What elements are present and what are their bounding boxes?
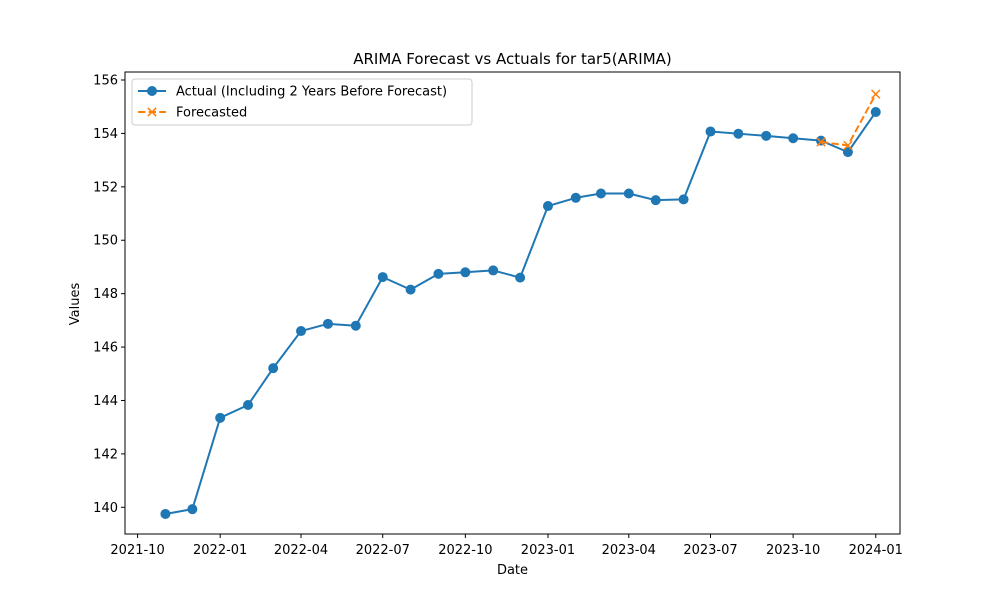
legend-entry-1: Actual (Including 2 Years Before Forecas… xyxy=(138,85,447,100)
plot-frame xyxy=(124,71,901,535)
x-tick-label: 2023-10 xyxy=(766,543,820,558)
y-tick-label: 152 xyxy=(93,180,118,195)
y-tick-label: 142 xyxy=(93,447,118,462)
series-1-point-12 xyxy=(460,267,471,278)
series-2 xyxy=(816,89,881,151)
x-tick-label: 2022-01 xyxy=(193,543,247,558)
y-tick-label: 150 xyxy=(93,234,118,249)
series-1-point-1 xyxy=(160,508,171,519)
axes-layer: 140 142 144 146 148 150 152 154 156 2021-10 2022-0… xyxy=(93,71,903,558)
series-1-point-26 xyxy=(842,147,853,158)
legend-swatch-marker-1 xyxy=(147,86,157,96)
legend-swatch-marker-2-stroke-b xyxy=(147,107,157,117)
series-1-point-2 xyxy=(187,504,198,515)
y-tick-label: 154 xyxy=(93,127,118,142)
series-1-point-27 xyxy=(870,107,881,118)
series-1-point-21 xyxy=(705,126,716,137)
series-1-point-5 xyxy=(268,363,279,374)
series-2-point-3-stroke-b xyxy=(871,89,881,99)
x-tick-label: 2023-04 xyxy=(602,543,656,558)
series-2-point-1-stroke-b xyxy=(816,137,826,147)
x-tick-label: 2022-10 xyxy=(438,543,492,558)
y-tick-label: 156 xyxy=(93,74,118,89)
series-1-point-18 xyxy=(623,188,634,199)
legend-entry-2: Forecasted xyxy=(138,106,247,121)
x-tick-label: 2024-01 xyxy=(849,543,903,558)
series-2-point-3 xyxy=(871,89,881,99)
series-1-point-23 xyxy=(761,130,772,141)
series-1-point-20 xyxy=(678,194,689,205)
series-2-point-2 xyxy=(843,140,853,151)
y-tick-label: 146 xyxy=(93,341,118,356)
x-tick-label: 2022-07 xyxy=(356,543,410,558)
series-1-point-8 xyxy=(350,320,361,331)
x-tick-label: 2022-04 xyxy=(274,543,328,558)
series-1-point-25 xyxy=(815,135,826,146)
series-1-point-22 xyxy=(733,128,744,139)
series-1-point-6 xyxy=(296,326,307,337)
series-1-point-10 xyxy=(405,284,416,295)
x-tick-label: 2023-01 xyxy=(521,543,575,558)
y-axis-label: Values xyxy=(68,283,83,326)
y-tick-label: 140 xyxy=(93,501,118,516)
series-1-point-16 xyxy=(570,192,581,203)
series-1-point-11 xyxy=(433,268,444,279)
series-1-point-19 xyxy=(650,195,661,206)
series-1-point-3 xyxy=(215,412,226,423)
series-1 xyxy=(160,107,881,519)
legend-swatch-marker-2 xyxy=(147,107,157,117)
series-1-point-9 xyxy=(377,272,388,283)
chart-title: ARIMA Forecast vs Actuals for tar5(ARIMA… xyxy=(353,50,672,68)
series-layer xyxy=(160,89,881,519)
series-2-point-2-stroke-b xyxy=(843,140,853,151)
y-tick-label: 148 xyxy=(93,287,118,302)
series-2-point-1 xyxy=(816,137,826,147)
legend-box xyxy=(131,78,473,126)
series-1-point-14 xyxy=(515,272,526,283)
series-1-point-17 xyxy=(595,188,606,199)
x-tick-label: 2023-07 xyxy=(683,543,737,558)
y-tick-label: 144 xyxy=(93,394,118,409)
x-tick-label: 2021-10 xyxy=(110,543,164,558)
x-axis-label: Date xyxy=(497,563,528,578)
series-1-point-7 xyxy=(322,318,333,329)
series-1-point-15 xyxy=(542,201,553,212)
legend: Actual (Including 2 Years Before Forecas… xyxy=(131,78,473,126)
series-1-point-24 xyxy=(788,133,799,144)
legend-label-1: Actual (Including 2 Years Before Forecas… xyxy=(176,85,447,100)
legend-label-2: Forecasted xyxy=(176,106,247,121)
series-1-point-13 xyxy=(488,265,499,276)
series-1-point-4 xyxy=(243,400,254,411)
